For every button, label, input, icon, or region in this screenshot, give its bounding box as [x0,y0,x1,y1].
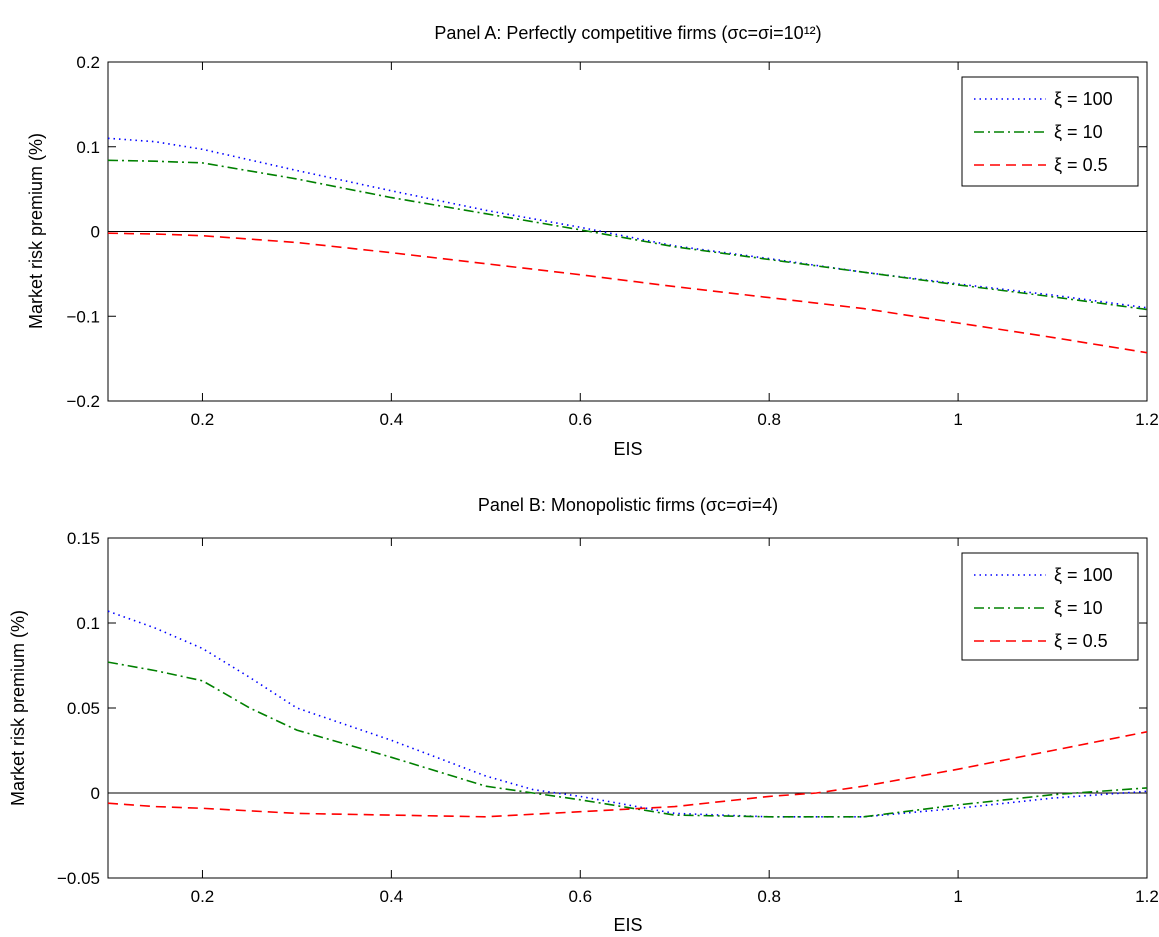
panel-a-title-main: Panel A: Perfectly competitive firms (σc… [434,23,821,43]
y-tick-label: 0.2 [76,53,100,72]
x-tick-label: 0.6 [568,410,592,429]
x-tick-label: 0.8 [757,887,781,906]
x-tick-label: 1.2 [1135,887,1159,906]
x-tick-label: 0.4 [380,887,404,906]
panel-b-ylabel: Market risk premium (%) [8,610,28,806]
y-tick-label: 0.05 [67,699,100,718]
y-tick-label: 0.1 [76,614,100,633]
x-tick-label: 0.2 [191,887,215,906]
legend-box [961,76,1139,187]
series-line-dashdot [107,159,1148,311]
panel-a-legend: ξ = 100 ξ = 10 ξ = 0.5 [961,76,1139,187]
panel-b-title: Panel B: Monopolistic firms (σc=σi=4) [478,495,778,515]
panel-b-xlabel: EIS [613,915,642,935]
panel-b-series [107,610,1148,818]
legend-label: ξ = 100 [1054,565,1113,585]
y-tick-label: 0 [91,784,100,803]
panel-b-title-main: Panel B: Monopolistic firms (σc=σi=4) [478,495,778,515]
panel-b-ticks: 0.2 0.4 0.6 0.8 1 1.2 −0.05 0 0.05 0.1 0.15 [57,529,1159,906]
legend-label: ξ = 100 [1054,89,1113,109]
x-tick-label: 1 [953,887,962,906]
x-tick-label: 0.2 [191,410,215,429]
x-tick-label: 1.2 [1135,410,1159,429]
panel-a-ylabel: Market risk premium (%) [26,133,46,329]
y-tick-label: 0.1 [76,138,100,157]
legend-label: ξ = 0.5 [1054,631,1108,651]
panel-a-title: Panel A: Perfectly competitive firms (σc… [434,23,821,43]
panel-b: Panel B: Monopolistic firms (σc=σi=4) 0.… [8,495,1159,935]
y-tick-label: −0.05 [57,869,100,888]
y-tick-label: −0.1 [66,307,100,326]
panel-a-ticks: 0.2 0.4 0.6 0.8 1 1.2 −0.2 −0.1 0 0.1 0.2 [66,53,1158,429]
series-line-dashed [107,232,1148,354]
y-tick-label: −0.2 [66,392,100,411]
series-line-dashed [107,731,1148,818]
x-tick-label: 0.4 [380,410,404,429]
legend-label: ξ = 10 [1054,598,1103,618]
panel-a: Panel A: Perfectly competitive firms (σc… [26,23,1159,459]
panel-b-legend: ξ = 100 ξ = 10 ξ = 0.5 [961,552,1139,661]
legend-box [961,552,1139,661]
x-tick-label: 0.8 [757,410,781,429]
series-line-dotted [107,610,1148,818]
panel-a-series [107,137,1148,354]
legend-label: ξ = 0.5 [1054,155,1108,175]
panel-a-xlabel: EIS [613,439,642,459]
series-line-dashdot [107,661,1148,818]
y-tick-label: 0 [91,223,100,242]
x-tick-label: 0.6 [568,887,592,906]
y-tick-label: 0.15 [67,529,100,548]
x-tick-label: 1 [953,410,962,429]
legend-label: ξ = 10 [1054,122,1103,142]
